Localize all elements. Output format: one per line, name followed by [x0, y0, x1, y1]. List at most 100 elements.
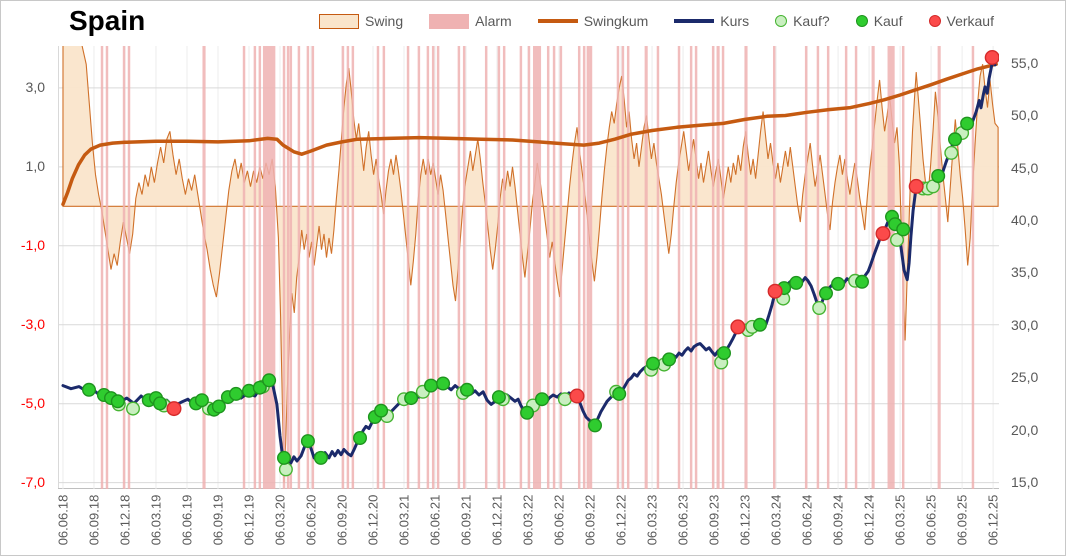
x-axis-tick: 06.03.21: [396, 494, 412, 546]
kauf-marker[interactable]: [300, 434, 315, 449]
alarm-band: [502, 46, 506, 489]
x-axis-tick: 06.09.24: [830, 494, 846, 546]
chart-title: Spain: [69, 5, 146, 36]
alarm-band: [286, 46, 290, 489]
legend-item-kauf[interactable]: Kauf?: [775, 13, 830, 29]
kauf-marker[interactable]: [520, 405, 535, 420]
alarm-band: [721, 46, 725, 489]
x-axis-tick: 06.03.19: [148, 494, 164, 546]
alarm-band: [341, 46, 345, 489]
alarm-band: [406, 46, 410, 489]
kauf-maybe-marker[interactable]: [557, 392, 572, 407]
kauf-marker[interactable]: [819, 286, 834, 301]
verkauf-marker[interactable]: [166, 401, 182, 417]
alarm-band: [527, 46, 531, 489]
kauf-marker[interactable]: [948, 132, 963, 147]
kauf-marker[interactable]: [491, 390, 506, 405]
kauf-marker[interactable]: [717, 346, 732, 361]
kauf-marker[interactable]: [228, 386, 243, 401]
kauf-marker[interactable]: [313, 450, 328, 465]
alarm-band: [462, 46, 466, 489]
alarm-band: [262, 46, 276, 489]
alarm-band: [559, 46, 563, 489]
kauf-marker[interactable]: [896, 222, 911, 237]
left-axis-tick: 1,0: [25, 157, 45, 174]
kauf-marker[interactable]: [211, 399, 226, 414]
legend-line-icon: [537, 19, 578, 23]
alarm-band: [971, 46, 975, 489]
legend-label: Kauf?: [793, 13, 830, 29]
legend-swatch-icon: [319, 13, 359, 29]
verkauf-marker[interactable]: [767, 283, 783, 299]
alarm-band: [289, 46, 293, 489]
alarm-band: [854, 46, 858, 489]
legend-item-swing[interactable]: Swing: [319, 13, 403, 29]
alarm-band: [871, 46, 875, 489]
x-axis-tick: 06.06.19: [179, 494, 195, 546]
legend-item-kauf[interactable]: Kauf: [855, 13, 903, 29]
kauf-marker[interactable]: [535, 392, 550, 407]
verkauf-marker[interactable]: [908, 178, 924, 194]
kauf-marker[interactable]: [152, 396, 167, 411]
kauf-marker[interactable]: [753, 317, 768, 332]
legend-item-swingkum[interactable]: Swingkum: [537, 13, 649, 29]
kauf-marker[interactable]: [436, 376, 451, 391]
kauf-marker[interactable]: [789, 275, 804, 290]
plot-area[interactable]: [58, 46, 999, 489]
legend-item-kurs[interactable]: Kurs: [674, 13, 749, 29]
kauf-marker[interactable]: [82, 382, 97, 397]
kauf-maybe-marker[interactable]: [812, 300, 827, 315]
x-axis-tick: 06.12.21: [489, 494, 505, 546]
alarm-band: [484, 46, 488, 489]
kauf-marker[interactable]: [612, 386, 627, 401]
kauf-marker[interactable]: [424, 378, 439, 393]
kauf-marker[interactable]: [831, 276, 846, 291]
legend-item-alarm[interactable]: Alarm: [429, 13, 512, 29]
kauf-maybe-marker[interactable]: [890, 232, 905, 247]
verkauf-marker[interactable]: [569, 388, 585, 404]
x-axis-tick: 06.06.21: [427, 494, 443, 546]
x-axis-tick: 06.06.18: [55, 494, 71, 546]
right-axis-tick: 15,0: [1011, 474, 1039, 491]
alarm-band: [546, 46, 550, 489]
kauf-marker[interactable]: [404, 391, 419, 406]
legend-item-verkauf[interactable]: Verkauf: [928, 13, 994, 29]
verkauf-marker[interactable]: [984, 50, 999, 65]
kauf-marker[interactable]: [262, 373, 277, 388]
swingkum-line: [61, 62, 998, 207]
alarm-band: [694, 46, 698, 489]
kauf-marker[interactable]: [460, 382, 475, 397]
kauf-marker[interactable]: [194, 393, 209, 408]
legend-label: Swingkum: [583, 13, 649, 29]
legend-label: Swing: [365, 13, 404, 29]
alarm-band: [306, 46, 310, 489]
alarm-band: [426, 46, 430, 489]
alarm-band: [626, 46, 630, 489]
kauf-marker[interactable]: [353, 431, 368, 446]
alarm-band: [887, 46, 895, 489]
x-axis-tick: 06.06.23: [675, 494, 691, 546]
kauf-marker[interactable]: [646, 356, 661, 371]
alarm-band: [351, 46, 355, 489]
alarm-band: [644, 46, 648, 489]
kauf-marker[interactable]: [931, 168, 946, 183]
kauf-marker[interactable]: [374, 403, 389, 418]
alarm-band: [621, 46, 625, 489]
kauf-marker[interactable]: [588, 418, 603, 433]
x-axis-tick: 06.09.19: [210, 494, 226, 546]
kauf-marker[interactable]: [110, 394, 125, 409]
verkauf-marker[interactable]: [730, 319, 746, 335]
kauf-maybe-marker[interactable]: [944, 145, 959, 160]
alarm-band: [431, 46, 435, 489]
kauf-maybe-marker[interactable]: [278, 462, 293, 477]
kauf-marker[interactable]: [960, 116, 975, 131]
x-axis-tick: 06.06.22: [551, 494, 567, 546]
kauf-maybe-marker[interactable]: [125, 401, 140, 416]
verkauf-marker[interactable]: [875, 226, 891, 242]
kauf-marker[interactable]: [276, 450, 291, 465]
kauf-marker[interactable]: [662, 352, 677, 367]
kauf-marker[interactable]: [252, 380, 267, 395]
alarm-band: [844, 46, 848, 489]
kauf-marker[interactable]: [855, 274, 870, 289]
